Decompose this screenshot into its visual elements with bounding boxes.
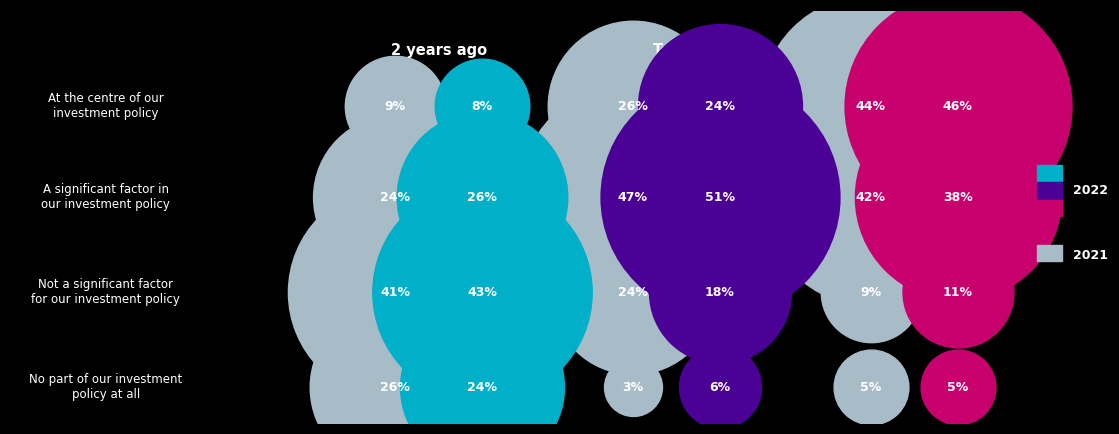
Point (386, 194, 404, 201)
Text: 46%: 46% (942, 99, 972, 112)
Text: 44%: 44% (856, 99, 885, 112)
Point (623, 289, 641, 296)
Text: 38%: 38% (943, 191, 972, 204)
Point (862, 102, 880, 109)
Text: 43%: 43% (468, 286, 497, 299)
Text: No part of our investment
policy at all: No part of our investment policy at all (29, 373, 182, 401)
Text: 42%: 42% (856, 191, 885, 204)
Point (473, 102, 491, 109)
Point (623, 194, 641, 201)
Text: 5%: 5% (947, 381, 968, 394)
Text: Next 2 years: Next 2 years (862, 43, 967, 58)
Text: 2021: 2021 (1073, 249, 1108, 262)
Bar (1037, 182, 1062, 199)
Point (473, 384, 491, 391)
Text: 24%: 24% (380, 191, 410, 204)
Point (862, 194, 880, 201)
Bar (1037, 245, 1062, 261)
Point (386, 289, 404, 296)
Text: 47%: 47% (618, 191, 648, 204)
Text: 24%: 24% (618, 286, 648, 299)
Point (711, 194, 728, 201)
Point (711, 289, 728, 296)
Text: 3%: 3% (622, 381, 643, 394)
Point (473, 289, 491, 296)
Point (473, 194, 491, 201)
Point (386, 384, 404, 391)
Point (711, 384, 728, 391)
Text: 26%: 26% (380, 381, 410, 394)
Text: 6%: 6% (709, 381, 731, 394)
Text: 5%: 5% (859, 381, 881, 394)
Point (862, 384, 880, 391)
Text: 11%: 11% (942, 286, 972, 299)
Text: 26%: 26% (618, 99, 648, 112)
Text: 8%: 8% (471, 99, 492, 112)
Point (623, 384, 641, 391)
Text: Not a significant factor
for our investment policy: Not a significant factor for our investm… (31, 278, 180, 306)
Text: 24%: 24% (468, 381, 497, 394)
Text: 9%: 9% (859, 286, 881, 299)
Text: 9%: 9% (385, 99, 405, 112)
Point (949, 384, 967, 391)
Point (949, 289, 967, 296)
Bar (1037, 200, 1062, 216)
Bar (1037, 165, 1062, 181)
Point (711, 102, 728, 109)
Text: 41%: 41% (380, 286, 410, 299)
Text: 18%: 18% (705, 286, 735, 299)
Text: 24%: 24% (705, 99, 735, 112)
Point (862, 289, 880, 296)
Text: 2022: 2022 (1073, 184, 1108, 197)
Point (949, 102, 967, 109)
Text: A significant factor in
our investment policy: A significant factor in our investment p… (41, 183, 170, 211)
Text: 51%: 51% (705, 191, 735, 204)
Text: 26%: 26% (468, 191, 497, 204)
Point (623, 102, 641, 109)
Text: 2 years ago: 2 years ago (391, 43, 487, 58)
Text: At the centre of our
investment policy: At the centre of our investment policy (48, 92, 163, 120)
Point (949, 194, 967, 201)
Text: Today: Today (652, 43, 700, 58)
Point (386, 102, 404, 109)
